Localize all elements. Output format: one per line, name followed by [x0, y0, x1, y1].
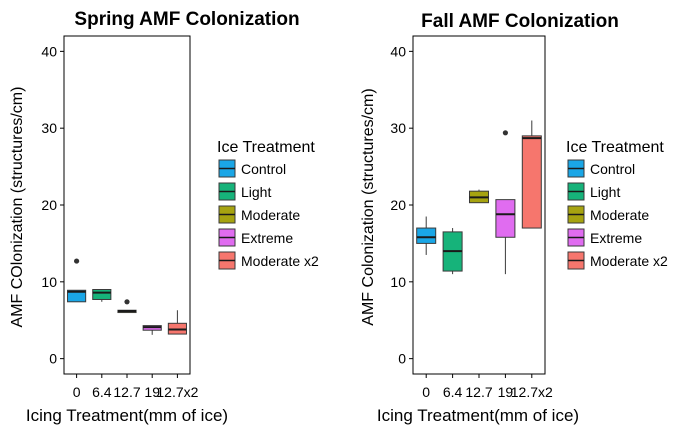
legend-label: Control: [241, 161, 286, 177]
y-tick-label: 30: [41, 120, 57, 136]
x-axis-label: Icing Treatment(mm of ice): [26, 406, 228, 425]
legend-label: Moderate x2: [241, 253, 319, 269]
legend-label: Control: [590, 161, 635, 177]
legend-title: Ice Treatment: [566, 139, 664, 156]
y-tick-label: 20: [41, 197, 57, 213]
box-control: [416, 227, 437, 244]
legend-title: Ice Treatment: [217, 139, 315, 156]
y-tick-label: 10: [390, 274, 406, 290]
legend-label: Light: [590, 184, 620, 200]
chart-title: Spring AMF Colonization: [74, 9, 299, 30]
box-moderate-x2: [521, 135, 542, 229]
y-tick-label: 40: [41, 43, 57, 59]
x-tick-label: 12.7: [113, 384, 140, 400]
y-tick-label: 0: [49, 351, 57, 367]
x-axis-label: Icing Treatment(mm of ice): [377, 406, 579, 425]
legend-label: Moderate: [241, 207, 300, 223]
x-tick-label: 19: [144, 384, 160, 400]
y-axis-label: AMF COlonization (structures/cm): [9, 87, 26, 328]
legend-label: Extreme: [590, 230, 642, 246]
y-tick-label: 30: [390, 120, 406, 136]
legend-label: Moderate: [590, 207, 649, 223]
x-tick-label: 0: [422, 384, 430, 400]
x-tick-label: 0: [73, 384, 81, 400]
legend-label: Light: [241, 184, 271, 200]
outlier-point: [74, 258, 80, 264]
outlier-point: [124, 299, 130, 305]
y-tick-label: 40: [390, 43, 406, 59]
x-tick-label: 6.4: [443, 384, 463, 400]
legend-label: Moderate x2: [590, 253, 668, 269]
x-tick-label: 12.7x2: [511, 384, 553, 400]
x-tick-label: 6.4: [92, 384, 112, 400]
y-axis-label: AMF Colonization (structures/cm): [360, 88, 377, 325]
y-tick-label: 0: [398, 351, 406, 367]
legend-label: Extreme: [241, 230, 293, 246]
box-light: [92, 289, 112, 300]
y-tick-label: 20: [390, 197, 406, 213]
chart-title: Fall AMF Colonization: [421, 11, 619, 32]
x-tick-label: 12.7: [465, 384, 492, 400]
y-tick-label: 10: [41, 274, 57, 290]
box-control: [67, 289, 87, 303]
x-tick-label: 19: [498, 384, 514, 400]
box-extreme: [495, 199, 516, 238]
x-tick-label: 12.7x2: [156, 384, 198, 400]
outlier-point: [502, 130, 508, 136]
